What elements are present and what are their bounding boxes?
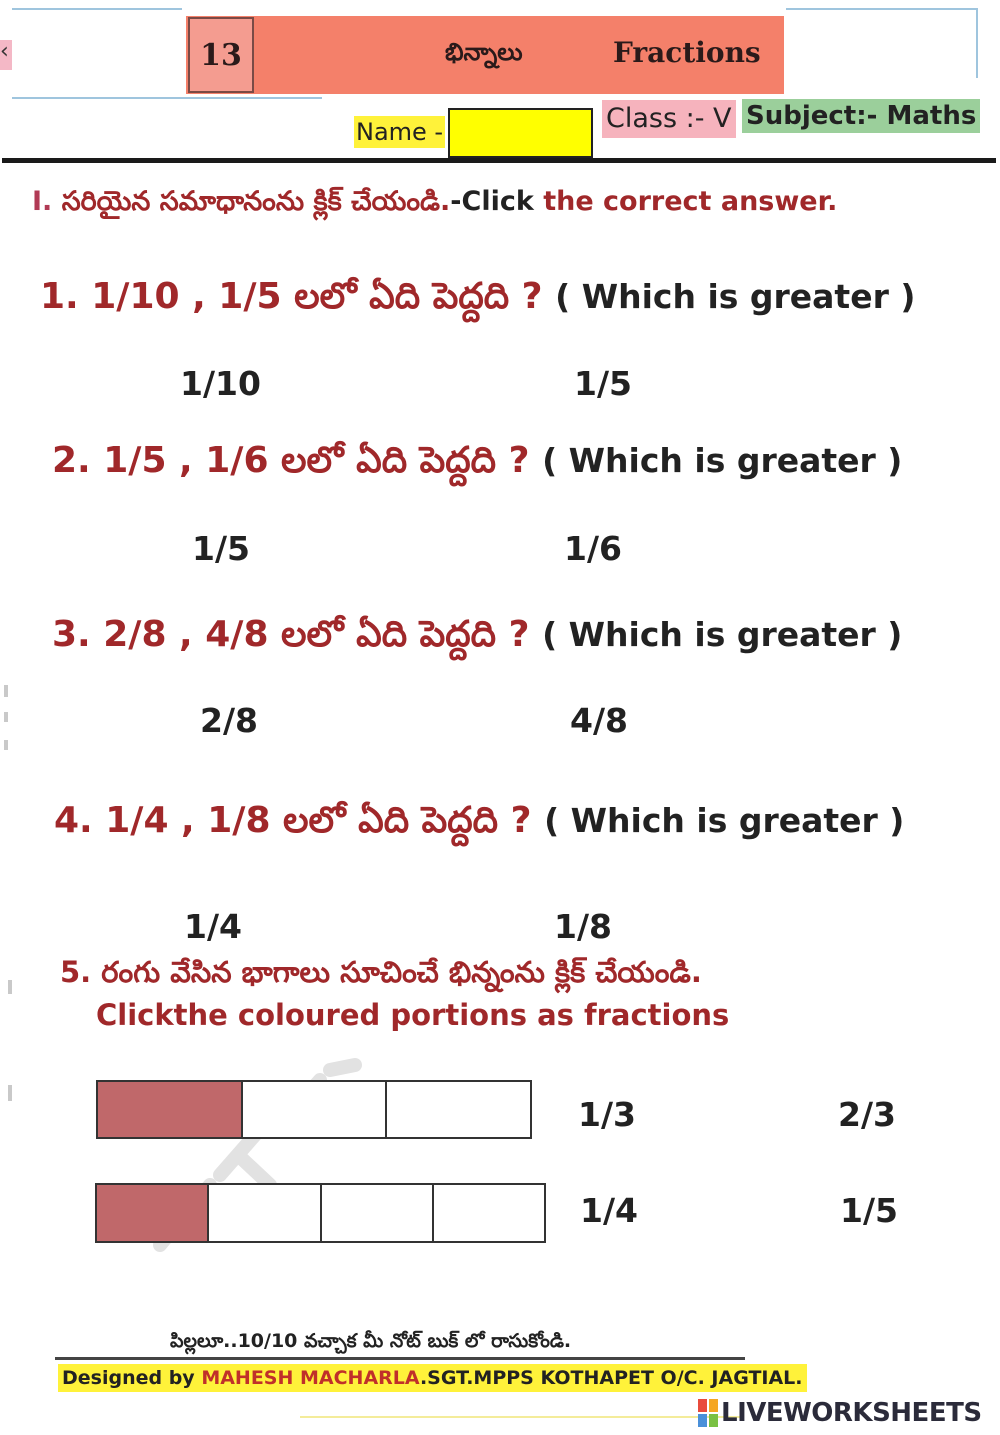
answer-option[interactable]: 1/6 xyxy=(564,529,622,568)
question-prompt: 1. 1/10 , 1/5 లలో ఏది పెద్దది ? xyxy=(40,276,543,317)
answer-option[interactable]: 1/3 xyxy=(578,1095,636,1134)
answer-option[interactable]: 4/8 xyxy=(570,701,628,740)
question-3: 3. 2/8 , 4/8 లలో ఏది పెద్దది ? ( Which i… xyxy=(52,614,902,664)
frame-line-bottom xyxy=(12,97,322,99)
shaded-part xyxy=(98,1082,243,1137)
author-name: MAHESH MACHARLA xyxy=(201,1367,420,1389)
question-english: ( Which is greater ) xyxy=(542,441,903,480)
edge-mark xyxy=(8,980,12,994)
liveworksheets-icon xyxy=(698,1399,718,1427)
footer-credit: Designed by MAHESH MACHARLA.SGT.MPPS KOT… xyxy=(58,1364,807,1392)
edge-mark xyxy=(8,1085,12,1101)
name-label: Name - xyxy=(354,116,446,148)
answer-option[interactable]: 2/3 xyxy=(838,1095,896,1134)
subject-label: Subject:- Maths xyxy=(742,99,981,133)
chapter-title: Fractions xyxy=(613,36,761,69)
edge-mark xyxy=(4,712,8,722)
answer-option[interactable]: 1/5 xyxy=(840,1191,898,1230)
question-2: 2. 1/5 , 1/6 లలో ఏది పెద్దది ? ( Which i… xyxy=(52,440,902,490)
question-english: ( Which is greater ) xyxy=(542,615,903,654)
answer-option[interactable]: 1/4 xyxy=(580,1191,638,1230)
answer-option[interactable]: 1/4 xyxy=(184,907,242,946)
logo-square xyxy=(709,1399,718,1412)
question-prompt: 2. 1/5 , 1/6 లలో ఏది పెద్దది ? xyxy=(52,440,530,481)
instruction-english: the correct answer. xyxy=(533,186,838,217)
liveworksheets-logo[interactable]: LIVEWORKSHEETS xyxy=(698,1398,982,1428)
chapter-title-telugu: భిన్నాలు xyxy=(445,38,523,66)
left-edge-tab xyxy=(0,40,12,70)
answer-option[interactable]: 1/5 xyxy=(574,364,632,403)
logo-square xyxy=(698,1414,707,1427)
chevron-left-icon: ‹ xyxy=(0,39,9,64)
instruction-text: I. సరియైన సమాధానంను క్లిక్ చేయండి.-Click… xyxy=(32,186,837,224)
chapter-number: 13 xyxy=(188,17,254,93)
class-label: Class :- V xyxy=(602,100,736,138)
frame-line-right xyxy=(976,8,978,78)
logo-square xyxy=(709,1414,718,1427)
answer-option[interactable]: 1/8 xyxy=(554,907,612,946)
frame-line-top-right xyxy=(786,8,978,10)
unshaded-part xyxy=(387,1082,530,1137)
question-prompt: 4. 1/4 , 1/8 లలో ఏది పెద్దది ? xyxy=(54,800,532,841)
question-english: ( Which is greater ) xyxy=(555,277,916,316)
footer-divider xyxy=(55,1357,745,1360)
frame-line-top xyxy=(12,8,182,10)
footer-faint-line xyxy=(300,1416,740,1418)
unshaded-part xyxy=(243,1082,388,1137)
logo-square xyxy=(698,1399,707,1412)
section-number: I. xyxy=(32,186,53,217)
question-4: 4. 1/4 , 1/8 లలో ఏది పెద్దది ? ( Which i… xyxy=(54,800,904,850)
fraction-bar-thirds xyxy=(96,1080,532,1139)
fraction-bar-quarters xyxy=(95,1183,546,1243)
school-name: .SGT.MPPS KOTHAPET O/C. JAGTIAL. xyxy=(419,1367,803,1389)
question-5-english: Clickthe coloured portions as fractions xyxy=(96,998,730,1032)
unshaded-part xyxy=(322,1185,434,1241)
designed-by-label: Designed by xyxy=(62,1367,202,1389)
question-prompt: 3. 2/8 , 4/8 లలో ఏది పెద్దది ? xyxy=(52,614,530,655)
answer-option[interactable]: 2/8 xyxy=(200,701,258,740)
unshaded-part xyxy=(209,1185,322,1241)
edge-mark xyxy=(4,685,8,697)
question-english: ( Which is greater ) xyxy=(544,801,905,840)
question-1: 1. 1/10 , 1/5 లలో ఏది పెద్దది ? ( Which … xyxy=(40,276,915,326)
answer-option[interactable]: 1/5 xyxy=(192,529,250,568)
answer-option[interactable]: 1/10 xyxy=(180,364,261,403)
liveworksheets-text: LIVEWORKSHEETS xyxy=(721,1398,982,1428)
unshaded-part xyxy=(434,1185,544,1241)
edge-mark xyxy=(4,740,8,750)
instruction-telugu: సరియైన సమాధానంను క్లిక్ చేయండి. xyxy=(61,186,451,217)
chapter-header-bar xyxy=(186,16,784,94)
name-input[interactable] xyxy=(448,108,593,158)
footer-note: పిల్లలూ..10/10 వచ్చాక మీ నోట్ బుక్ లో రా… xyxy=(170,1330,572,1352)
header-divider xyxy=(2,158,996,163)
shaded-part xyxy=(97,1185,210,1241)
question-5: 5. రంగు వేసిన భాగాలు సూచించే భిన్నంను క్… xyxy=(60,955,702,989)
instruction-click: -Click xyxy=(450,186,534,217)
